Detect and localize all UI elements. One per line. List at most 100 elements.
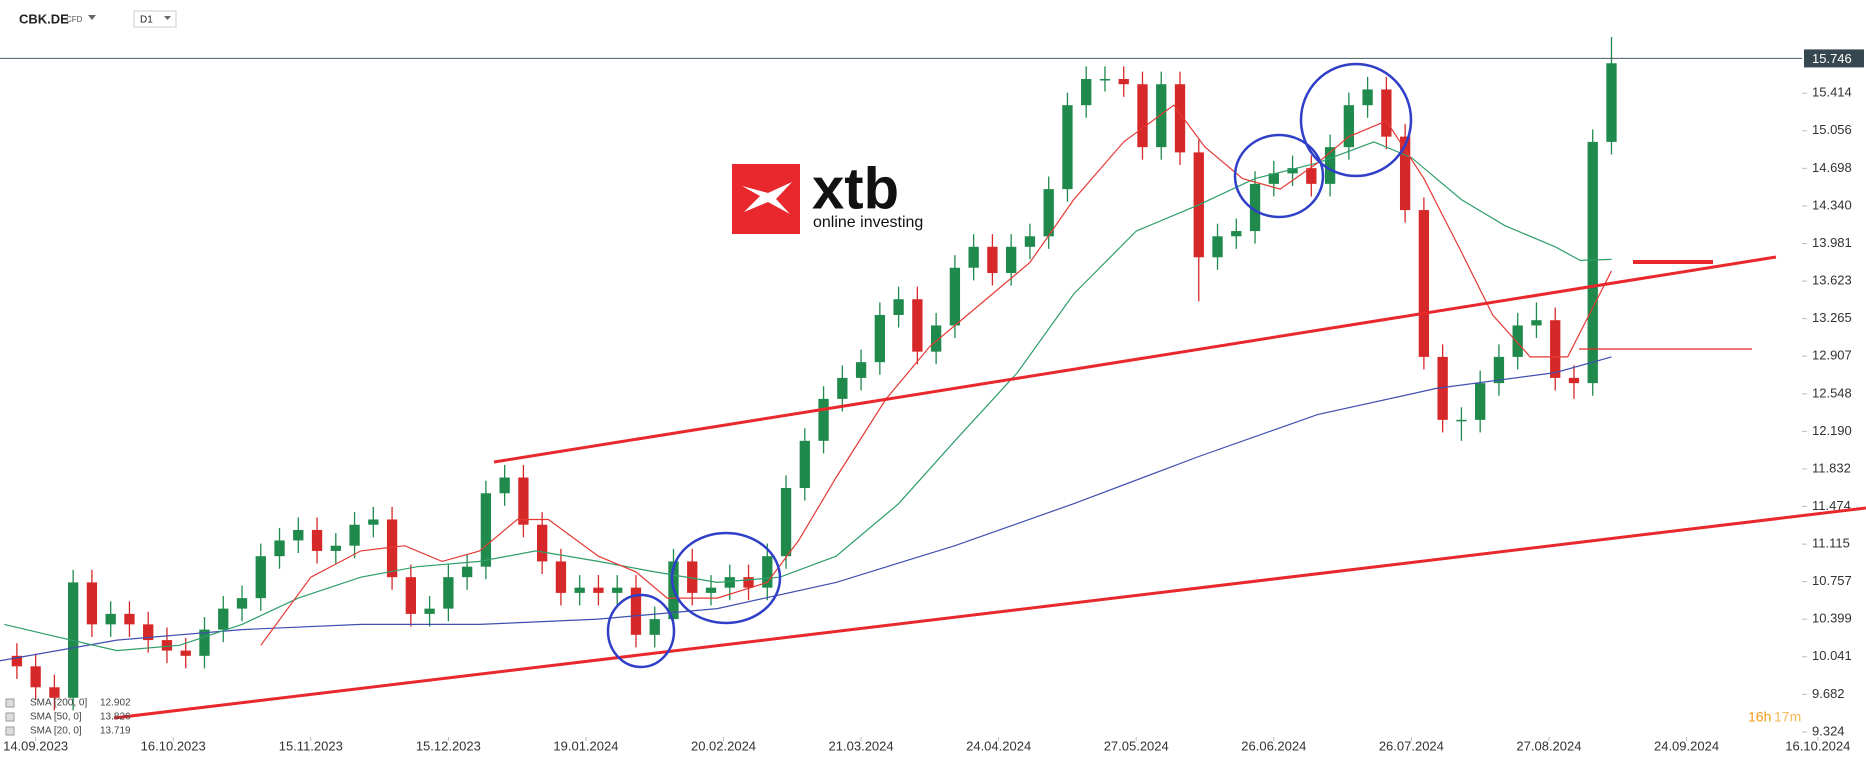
- candle-body: [1568, 377, 1580, 384]
- candle-body: [311, 529, 323, 551]
- candle-body: [1324, 147, 1336, 184]
- y-tick-label: 10.041: [1812, 648, 1852, 663]
- annotations: [113, 62, 1866, 720]
- x-tick-label: 21.03.2024: [829, 738, 894, 753]
- candle-body: [1306, 168, 1317, 184]
- candle-body: [143, 624, 154, 641]
- candle-body: [11, 655, 23, 667]
- candle-body: [1587, 141, 1598, 384]
- candle-body: [105, 613, 116, 625]
- candle-body: [1531, 320, 1542, 326]
- candle-body: [1043, 189, 1054, 237]
- candle-body: [987, 246, 998, 274]
- candle-body: [461, 566, 473, 578]
- candle-body: [1249, 183, 1261, 232]
- countdown-hours: 16h: [1748, 709, 1771, 725]
- candle-body: [574, 587, 585, 593]
- candle-body: [499, 477, 510, 494]
- trend-line: [113, 506, 1866, 720]
- candle-body: [1062, 105, 1073, 190]
- x-tick-label: 26.06.2024: [1241, 738, 1306, 753]
- y-tick-label: 12.907: [1812, 348, 1852, 363]
- highlight-circle: [1233, 133, 1325, 219]
- candle-body: [1381, 89, 1392, 137]
- symbol-dropdown[interactable]: [88, 15, 96, 20]
- candle-body: [1118, 78, 1129, 85]
- y-tick-label: 11.474: [1812, 498, 1851, 513]
- highlight-circle: [606, 593, 676, 669]
- candle-body: [893, 299, 904, 315]
- candle-body: [855, 362, 867, 378]
- candle-body: [480, 493, 492, 567]
- x-tick-label: 14.09.2023: [3, 738, 68, 753]
- y-tick-label: 12.548: [1812, 385, 1852, 400]
- candle-body: [405, 577, 417, 614]
- x-tick-label: 24.09.2024: [1654, 738, 1719, 753]
- candle-body: [949, 267, 961, 326]
- candle-body: [1399, 136, 1411, 211]
- candle-body: [1081, 78, 1092, 106]
- candle-body: [799, 440, 810, 489]
- logo-brand: xtb: [812, 156, 899, 221]
- candle-body: [180, 650, 191, 656]
- candle-body: [518, 477, 529, 525]
- y-tick-label: 14.340: [1812, 197, 1852, 212]
- legend-value: 13.826: [100, 712, 131, 723]
- candle-body: [1174, 84, 1186, 153]
- y-tick-label: 12.190: [1812, 423, 1852, 438]
- candle-body: [86, 582, 98, 625]
- candle-body: [1418, 210, 1430, 357]
- candle-body: [612, 587, 623, 593]
- candle-body: [368, 519, 379, 525]
- candle-body: [930, 325, 942, 352]
- symbol[interactable]: CBK.DE: [19, 11, 69, 26]
- candle-body: [274, 540, 285, 557]
- candle-body: [161, 640, 173, 651]
- x-tick-label: 24.04.2024: [966, 738, 1031, 753]
- candle-body: [124, 613, 135, 625]
- x-tick-label: 20.02.2024: [691, 738, 756, 753]
- candle-body: [593, 587, 604, 593]
- candle-body: [1156, 84, 1167, 148]
- candle-body: [837, 377, 848, 399]
- x-tick-label: 19.01.2024: [553, 738, 618, 753]
- candle-body: [649, 619, 660, 635]
- y-tick-label: 10.399: [1812, 611, 1852, 626]
- legend-icon: [5, 712, 15, 722]
- candle-body: [912, 299, 923, 352]
- interval[interactable]: D1: [140, 15, 153, 26]
- x-tick-label: 26.07.2024: [1379, 738, 1444, 753]
- candle-body: [1512, 325, 1523, 357]
- candle-body: [1287, 168, 1298, 174]
- y-tick-label: 9.682: [1812, 686, 1845, 701]
- countdown-minutes: 17m: [1774, 709, 1801, 725]
- candle-body: [218, 608, 229, 630]
- candle-body: [724, 577, 735, 588]
- y-tick-label: 11.832: [1812, 460, 1851, 475]
- y-tick-label: 14.698: [1812, 160, 1852, 175]
- legend-label: SMA [50, 0]: [30, 712, 82, 723]
- candle-body: [1212, 236, 1223, 258]
- candle-body: [1606, 63, 1617, 142]
- x-tick-label: 15.11.2023: [279, 738, 343, 753]
- candle-body: [743, 577, 754, 588]
- legend-icon: [5, 698, 15, 708]
- x-tick-label: 27.05.2024: [1104, 738, 1169, 753]
- interval-dropdown[interactable]: [164, 16, 171, 20]
- candle-body: [255, 556, 266, 599]
- candle-body: [1006, 246, 1017, 274]
- y-tick-label: 11.115: [1812, 536, 1850, 551]
- instrument-type: CFD: [66, 15, 83, 24]
- candle-body: [424, 608, 435, 614]
- candle-body: [1099, 78, 1111, 81]
- last-price-tag: [1804, 49, 1864, 68]
- interval-box[interactable]: [133, 10, 177, 28]
- sma-line: [260, 104, 1613, 646]
- candle-body: [1493, 356, 1505, 384]
- logo-mark: [742, 182, 792, 214]
- candle-body: [1362, 89, 1373, 106]
- candle-body: [330, 545, 341, 551]
- candle-body: [1024, 236, 1036, 247]
